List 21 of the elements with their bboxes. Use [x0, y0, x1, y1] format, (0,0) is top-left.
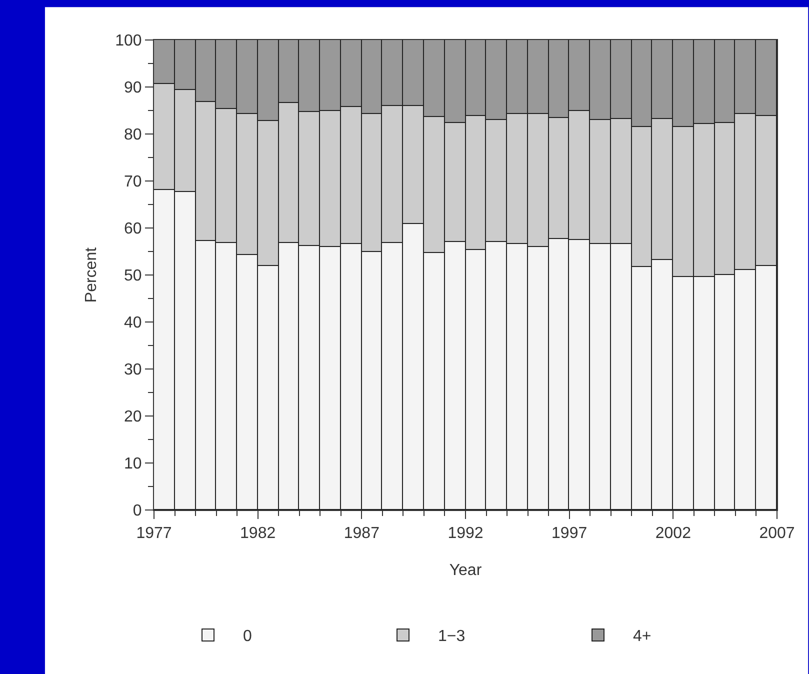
- y-axis-title: Percent: [82, 246, 100, 303]
- x-tick-label: 1992: [448, 525, 484, 542]
- x-tick-label: 1977: [136, 525, 172, 542]
- x-tick-label: 1997: [552, 525, 588, 542]
- x-tick-label: 2002: [655, 525, 692, 542]
- x-tick-label: 1987: [344, 525, 380, 542]
- y-tick-label: 90: [124, 80, 142, 97]
- y-tick-label: 40: [124, 314, 142, 332]
- x-tick-label: 1982: [240, 525, 276, 542]
- y-tick-label: 70: [124, 174, 142, 191]
- legend-label: 0: [243, 628, 252, 646]
- x-axis-title: Year: [449, 562, 482, 579]
- y-tick-label: 10: [124, 456, 142, 473]
- x-tick-label: 2007: [759, 525, 795, 542]
- y-tick-label: 0: [132, 502, 142, 520]
- y-tick-label: 50: [124, 268, 142, 285]
- y-tick-label: 80: [124, 126, 142, 144]
- y-tick-label: 100: [115, 32, 142, 50]
- y-tick-label: 60: [124, 220, 142, 238]
- y-tick-label: 30: [124, 362, 142, 379]
- y-tick-label: 20: [124, 408, 142, 426]
